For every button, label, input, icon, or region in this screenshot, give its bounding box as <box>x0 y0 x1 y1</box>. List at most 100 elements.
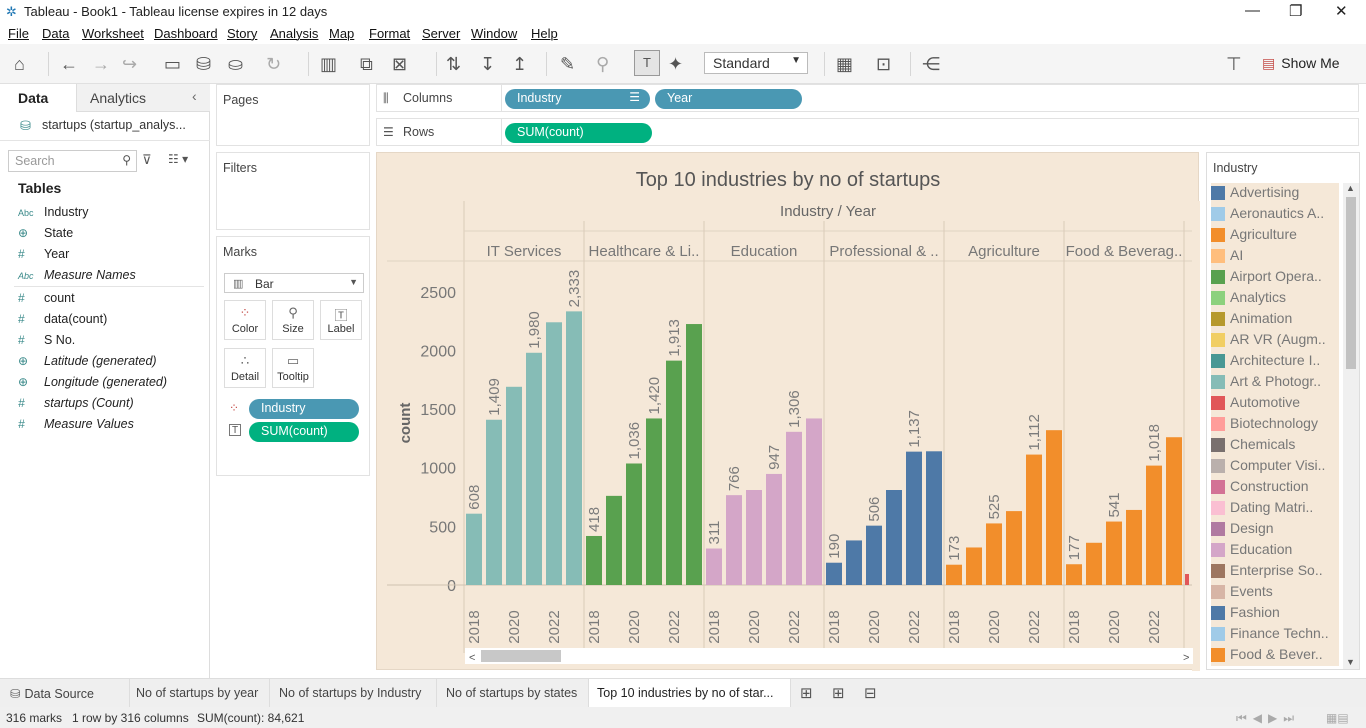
grid-view-icon[interactable]: ▦▤ <box>1326 711 1349 725</box>
fit-mode-select[interactable]: Standard ▼ <box>704 52 808 74</box>
menu-dashboard[interactable]: Dashboard <box>154 26 218 41</box>
menu-file[interactable]: File <box>8 26 29 41</box>
replay-icon[interactable]: ↪ <box>122 54 138 74</box>
field-latitude-generated[interactable]: ⊕ Latitude (generated) <box>18 354 157 372</box>
clear-sheet-icon[interactable]: ⊠ <box>392 54 408 74</box>
menu-window[interactable]: Window <box>471 26 518 41</box>
field-s-no[interactable]: # S No. <box>18 333 75 351</box>
detail-button[interactable]: ∴ Detail <box>224 348 266 388</box>
tab-startups-by-industry[interactable]: No of startups by Industry <box>270 679 437 708</box>
close-icon[interactable]: ✕ <box>1335 3 1348 20</box>
legend-item[interactable]: Animation <box>1211 309 1339 330</box>
legend-item[interactable]: Analytics <box>1211 288 1339 309</box>
legend-item[interactable]: Biotechnology <box>1211 414 1339 435</box>
scroll-down-icon[interactable]: ▼ <box>1346 657 1355 667</box>
sort-descending-icon[interactable]: ↥ <box>512 54 528 74</box>
legend-item[interactable]: Fashion <box>1211 603 1339 624</box>
sheet-navigation-icon[interactable]: ⏮◀▶⏭ <box>1236 711 1301 725</box>
home-icon[interactable]: ⌂ <box>14 54 25 74</box>
field-measure-names[interactable]: Abc Measure Names <box>18 268 136 286</box>
legend-item[interactable]: Advertising <box>1211 183 1339 204</box>
tooltip-button[interactable]: ▭ Tooltip <box>272 348 314 388</box>
legend-item[interactable]: AR VR (Augm.. <box>1211 330 1339 351</box>
legend-item[interactable]: AI <box>1211 246 1339 267</box>
pause-updates-icon[interactable]: ⛀ <box>228 54 244 74</box>
new-story-icon[interactable]: ⊟ <box>864 685 877 702</box>
format-painter-icon[interactable]: ⊤ <box>1226 54 1242 74</box>
legend-item[interactable]: Events <box>1211 582 1339 603</box>
view-options-icon[interactable]: ☷ ▾ <box>168 152 189 166</box>
legend-item[interactable]: Art & Photogr.. <box>1211 372 1339 393</box>
new-worksheet-icon[interactable]: ⊞ <box>800 685 813 702</box>
scroll-up-icon[interactable]: ▲ <box>1346 183 1355 193</box>
legend-item[interactable]: Enterprise So.. <box>1211 561 1339 582</box>
swap-icon[interactable]: ⇅ <box>446 54 462 74</box>
marks-pill-sum-count[interactable]: SUM(count) <box>249 422 359 442</box>
legend-scrollbar[interactable]: ▲ ▼ <box>1343 183 1359 669</box>
legend-item[interactable]: Design <box>1211 519 1339 540</box>
share-icon[interactable]: ⋲ <box>922 54 940 74</box>
filter-icon[interactable]: ⊽ <box>142 152 152 167</box>
tab-data-source[interactable]: ⛁ Data Source <box>0 679 130 708</box>
save-icon[interactable]: ▭ <box>164 54 182 74</box>
legend-scroll-thumb[interactable] <box>1346 197 1356 369</box>
restore-icon[interactable]: ❐ <box>1289 3 1303 20</box>
legend-item[interactable]: Automotive <box>1211 393 1339 414</box>
rows-shelf[interactable]: ☰ Rows SUM(count) <box>376 118 1359 146</box>
sort-ascending-icon[interactable]: ↧ <box>480 54 496 74</box>
show-labels-icon[interactable]: T <box>634 50 660 76</box>
legend-item[interactable]: Dating Matri.. <box>1211 498 1339 519</box>
legend-item[interactable]: Agriculture <box>1211 225 1339 246</box>
menu-server[interactable]: Server <box>422 26 461 41</box>
color-button[interactable]: ⁘ Color <box>224 300 266 340</box>
new-dashboard-icon[interactable]: ⊞ <box>832 685 845 702</box>
tab-startups-by-year[interactable]: No of startups by year <box>130 679 270 708</box>
highlight-icon[interactable]: ✎ <box>560 54 576 74</box>
collapse-icon[interactable]: ‹ <box>192 88 197 104</box>
legend-item[interactable]: Food & Bever.. <box>1211 645 1339 666</box>
legend-item[interactable]: Computer Visi.. <box>1211 456 1339 477</box>
redo-icon[interactable]: → <box>92 54 110 74</box>
legend-item[interactable]: Aeronautics A.. <box>1211 204 1339 225</box>
menu-analysis[interactable]: Analysis <box>270 26 319 41</box>
pin-icon[interactable]: ✦ <box>668 54 684 74</box>
refresh-icon[interactable]: ↻ <box>266 54 282 74</box>
legend-item[interactable]: Chemicals <box>1211 435 1339 456</box>
menu-story[interactable]: Story <box>227 26 258 41</box>
label-button[interactable]: 🅃 Label <box>320 300 362 340</box>
show-me-button[interactable]: ▤ Show Me <box>1262 55 1340 72</box>
datasource-name[interactable]: startups (startup_analys... <box>42 118 186 132</box>
menu-format[interactable]: Format <box>369 26 411 41</box>
field-count[interactable]: # count <box>18 291 75 309</box>
legend-item[interactable]: Education <box>1211 540 1339 561</box>
pages-shelf[interactable]: Pages <box>216 84 370 146</box>
menu-data[interactable]: Data <box>42 26 70 41</box>
tab-top-10-industries[interactable]: Top 10 industries by no of star... <box>589 679 791 708</box>
presentation-icon[interactable]: ⊡ <box>876 54 892 74</box>
mark-type-select[interactable]: ▥ Bar ▼ <box>224 273 364 293</box>
tab-startups-by-states[interactable]: No of startups by states <box>437 679 589 708</box>
menu-worksheet[interactable]: Worksheet <box>82 26 144 41</box>
undo-icon[interactable]: ← <box>60 54 78 74</box>
legend-item[interactable]: Airport Opera.. <box>1211 267 1339 288</box>
new-datasource-icon[interactable]: ⛁ <box>196 54 212 74</box>
filters-shelf[interactable]: Filters <box>216 152 370 230</box>
size-button[interactable]: ⚲ Size <box>272 300 314 340</box>
menu-help[interactable]: Help <box>531 26 558 41</box>
field-state[interactable]: ⊕ State <box>18 226 73 244</box>
field-industry[interactable]: Abc Industry <box>18 205 88 223</box>
chart-view[interactable]: Top 10 industries by no of startups Indus… <box>376 152 1200 671</box>
menu-map[interactable]: Map <box>329 26 355 41</box>
new-worksheet-icon[interactable]: ▥ <box>320 54 338 74</box>
field-longitude-generated[interactable]: ⊕ Longitude (generated) <box>18 375 167 393</box>
search-input[interactable]: Search ⚲ <box>8 150 137 172</box>
legend-item[interactable]: Construction <box>1211 477 1339 498</box>
group-icon[interactable]: ⚲ <box>596 54 610 74</box>
minimize-icon[interactable]: — <box>1245 2 1260 19</box>
legend-item[interactable]: Finance Techn.. <box>1211 624 1339 645</box>
tab-analytics[interactable]: Analytics <box>90 90 147 106</box>
columns-pill-year[interactable]: Year <box>655 89 802 109</box>
columns-shelf[interactable]: ⫼ Columns Industry ☰ Year <box>376 84 1359 112</box>
marks-pill-industry[interactable]: Industry <box>249 399 359 419</box>
rows-pill-sum-count[interactable]: SUM(count) <box>505 123 652 143</box>
